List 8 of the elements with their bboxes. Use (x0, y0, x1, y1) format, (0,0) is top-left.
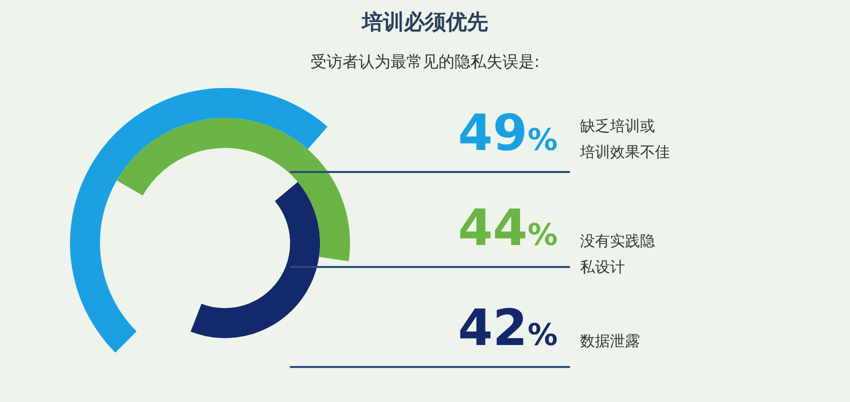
data-label: 44% (458, 199, 558, 257)
data-label: 42% (458, 299, 558, 357)
text: 受访者认为最常见的隐私失误是: (309, 52, 541, 73)
category-label: 没有实践隐私设计 (580, 231, 656, 278)
text: 培训必须优先 (360, 9, 489, 36)
category-label: 数据泄露 (580, 331, 641, 352)
category-label: 缺乏培训或培训效果不佳 (580, 116, 671, 163)
data-label: 49% (458, 104, 558, 162)
